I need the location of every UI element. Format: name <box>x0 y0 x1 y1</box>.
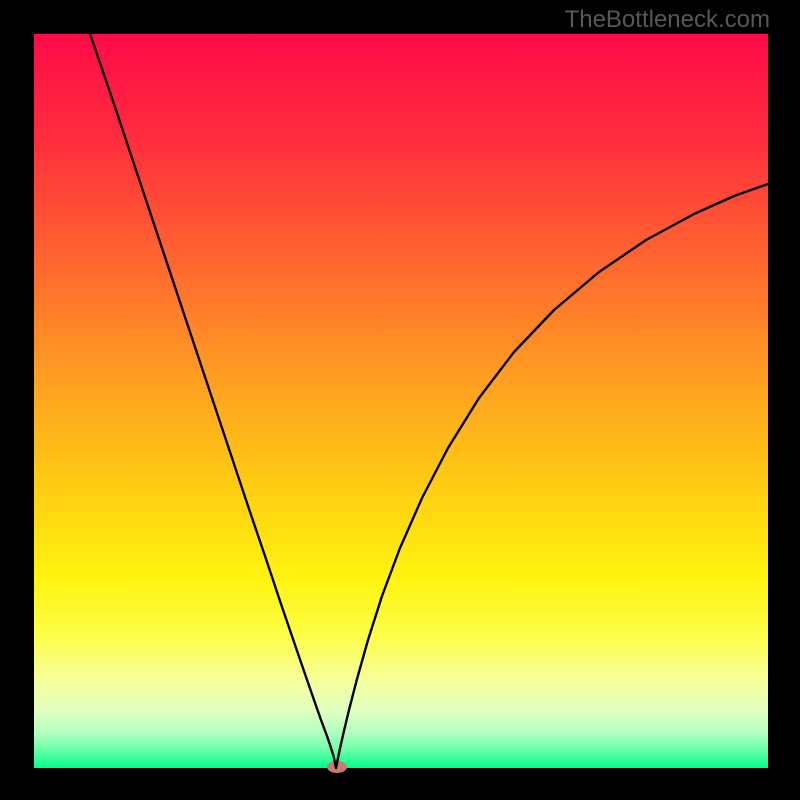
plot-area <box>34 34 768 768</box>
curve-path <box>90 34 768 768</box>
bottleneck-curve <box>34 34 768 768</box>
watermark-text: TheBottleneck.com <box>565 6 770 34</box>
figure-canvas: TheBottleneck.com <box>0 0 800 800</box>
